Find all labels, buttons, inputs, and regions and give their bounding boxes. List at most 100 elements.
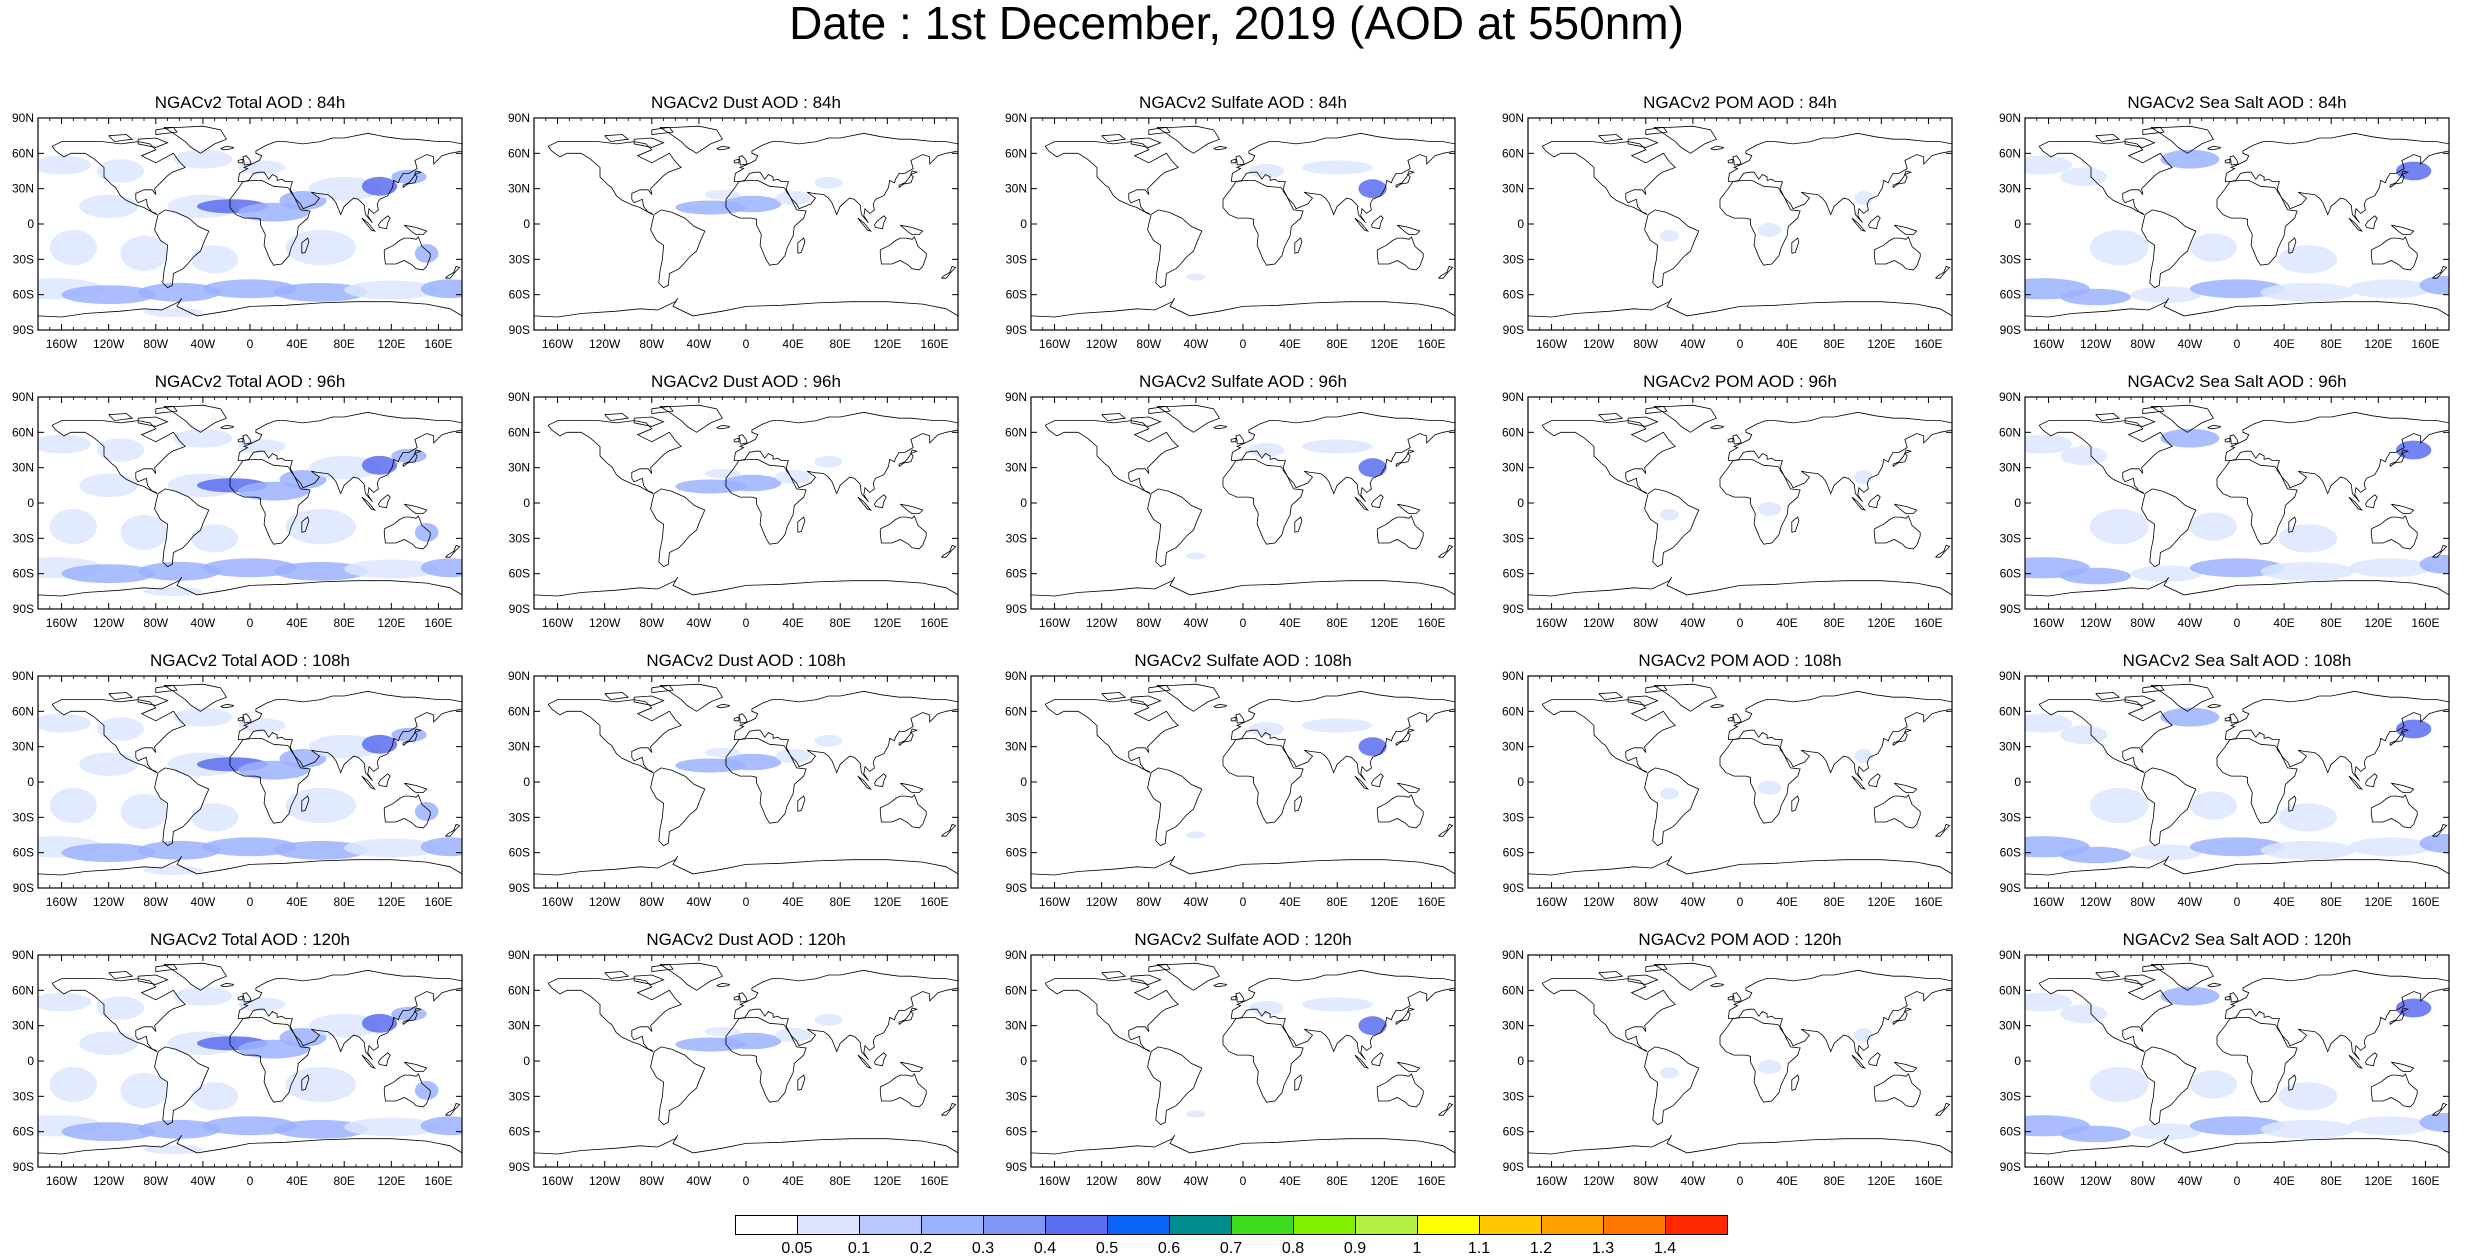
panel-title: NGACv2 Total AOD : 120h: [149, 930, 350, 949]
y-tick-label: 60N: [1999, 425, 2021, 439]
x-tick-label: 120E: [377, 616, 405, 630]
x-tick-label: 40E: [1776, 1174, 1797, 1188]
axis-ticks: 90N 60N 30N 0 30S 60S 90S 160W 120W 80W 40W 0 40E 80E…: [1999, 111, 2449, 351]
aod-patch: [2419, 833, 2449, 853]
map-panel: NGACv2 POM AOD : 96h 90N 60N 30N 0 30S 60S 90S 1…: [1490, 371, 1990, 641]
coastline: [1894, 224, 1918, 235]
x-tick-label: 80W: [1136, 1174, 1161, 1188]
y-tick-label: 0: [1020, 217, 1027, 231]
coastline: [1371, 494, 1384, 509]
coastline: [651, 963, 674, 972]
x-tick-label: 80E: [2321, 337, 2342, 351]
coastline: [1935, 1102, 1951, 1116]
coastline: [2095, 134, 2121, 143]
coastline: [738, 434, 748, 445]
aod-patch: [1854, 1028, 1874, 1043]
coastline: [1727, 411, 1952, 503]
y-tick-label: 90N: [1005, 390, 1027, 404]
x-tick-label: 120E: [1867, 895, 1895, 909]
y-tick-label: 90N: [508, 111, 530, 125]
coastline: [1235, 155, 1245, 166]
coastline: [879, 236, 927, 271]
aod-patch: [2060, 288, 2131, 306]
y-tick-label: 30S: [2000, 810, 2021, 824]
coastline: [659, 125, 723, 154]
aod-patch: [2189, 1070, 2237, 1099]
coastline: [1376, 236, 1424, 271]
y-tick-label: 60S: [1006, 567, 1027, 581]
coastline: [2288, 237, 2297, 254]
colorbar-swatch: [797, 1215, 860, 1235]
coastline: [1851, 496, 1867, 511]
x-tick-label: 120W: [589, 1174, 621, 1188]
coastline: [383, 794, 431, 829]
coastline: [1644, 488, 1700, 568]
coastline: [1044, 141, 1179, 215]
x-tick-label: 80E: [830, 895, 851, 909]
aod-patch: [1301, 439, 1373, 454]
coastline: [154, 767, 210, 847]
panel-title: NGACv2 Sulfate AOD : 84h: [1139, 93, 1347, 112]
map-panel: NGACv2 Dust AOD : 96h 90N 60N 30N 0 30S 60S 90S…: [496, 371, 996, 641]
y-tick-label: 60S: [1006, 288, 1027, 302]
coastline: [2141, 488, 2197, 568]
coastline: [2150, 404, 2214, 433]
aod-patch: [814, 734, 843, 747]
y-tick-label: 60N: [12, 146, 34, 160]
x-tick-label: 40W: [1184, 337, 1209, 351]
coastline: [733, 158, 740, 164]
x-tick-label: 0: [2234, 337, 2241, 351]
coastline: [237, 716, 244, 722]
x-tick-label: 80W: [2130, 895, 2155, 909]
y-tick-label: 60N: [1502, 983, 1524, 997]
coastlines: [2025, 962, 2449, 1155]
aod-patch: [2131, 286, 2202, 303]
coastline: [154, 209, 210, 289]
x-tick-label: 160W: [1039, 1174, 1071, 1188]
y-tick-label: 30N: [1502, 1019, 1524, 1033]
y-tick-label: 60N: [1502, 425, 1524, 439]
coastline: [1894, 503, 1918, 514]
aod-patch: [138, 1119, 221, 1139]
coastline: [1354, 1054, 1370, 1069]
coastline: [1371, 215, 1384, 230]
coastline: [725, 738, 807, 824]
coastline: [220, 145, 235, 151]
coastline: [651, 684, 674, 693]
coastline: [378, 1052, 391, 1067]
coastline: [2216, 180, 2298, 266]
x-tick-label: 120E: [1867, 1174, 1895, 1188]
y-tick-label: 30N: [1999, 182, 2021, 196]
coastline: [1230, 132, 1455, 224]
coastline: [2224, 716, 2231, 722]
world-map: 90N 60N 30N 0 30S 60S 90S 160W 120W 80W 40W 0 40E 80E…: [12, 390, 463, 630]
coastline: [874, 494, 887, 509]
aod-field: [1659, 749, 1874, 800]
colorbar-label: 0.05: [781, 1240, 813, 1257]
y-tick-label: 90N: [12, 111, 34, 125]
x-tick-label: 120E: [2364, 1174, 2392, 1188]
aod-patch: [273, 561, 368, 581]
coastline: [1935, 265, 1951, 279]
x-tick-label: 120W: [1086, 895, 1118, 909]
y-tick-label: 60N: [508, 425, 530, 439]
y-tick-label: 90S: [1006, 602, 1027, 616]
axis-ticks: 90N 60N 30N 0 30S 60S 90S 160W 120W 80W 40W 0 40E 80E…: [508, 669, 958, 909]
y-tick-label: 90N: [508, 669, 530, 683]
y-tick-label: 60S: [1503, 288, 1524, 302]
aod-patch: [61, 285, 156, 305]
y-tick-label: 60S: [13, 1125, 34, 1139]
aod-patch: [2089, 508, 2149, 545]
x-tick-label: 120W: [1086, 616, 1118, 630]
x-tick-label: 160E: [920, 1174, 948, 1188]
x-tick-label: 120W: [589, 337, 621, 351]
coastline: [108, 134, 134, 143]
x-tick-label: 40W: [1184, 1174, 1209, 1188]
colorbar-label: 0.9: [1343, 1240, 1367, 1257]
coastline: [1541, 699, 1676, 773]
coastline: [1395, 1007, 1416, 1025]
x-tick-label: 40E: [782, 337, 803, 351]
coastline: [2095, 971, 2121, 980]
coastline: [2142, 963, 2165, 972]
x-tick-label: 40E: [2273, 895, 2294, 909]
